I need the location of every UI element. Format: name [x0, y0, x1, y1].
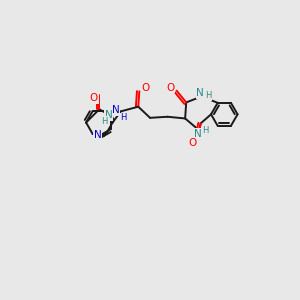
- Text: H: H: [205, 91, 211, 100]
- Text: O: O: [167, 83, 175, 93]
- Text: O: O: [90, 93, 98, 103]
- Text: N: N: [194, 129, 201, 139]
- Text: N: N: [94, 130, 102, 140]
- Text: N: N: [196, 88, 204, 98]
- Text: H: H: [121, 113, 127, 122]
- Text: H: H: [101, 117, 107, 126]
- Text: O: O: [189, 138, 197, 148]
- Text: O: O: [141, 83, 149, 93]
- Text: N: N: [112, 105, 119, 115]
- Text: N: N: [105, 110, 112, 120]
- Text: H: H: [202, 126, 209, 135]
